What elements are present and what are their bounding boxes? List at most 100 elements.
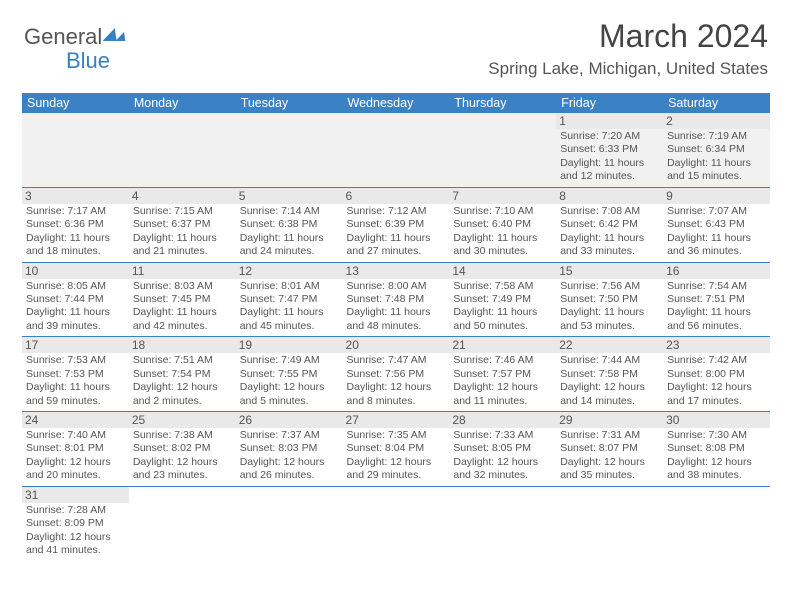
sunrise-text: Sunrise: 7:10 AM [453, 205, 552, 218]
day-number: 23 [663, 337, 770, 353]
daylight-text-2: and 41 minutes. [26, 544, 125, 557]
dayname-sun: Sunday [22, 93, 129, 113]
day-details: Sunrise: 7:49 AMSunset: 7:55 PMDaylight:… [240, 354, 339, 408]
daylight-text-1: Daylight: 11 hours [347, 232, 446, 245]
daylight-text-1: Daylight: 12 hours [26, 456, 125, 469]
day-number: 14 [449, 263, 556, 279]
empty-cell [22, 113, 129, 187]
day-details: Sunrise: 7:58 AMSunset: 7:49 PMDaylight:… [453, 280, 552, 334]
day-details: Sunrise: 7:17 AMSunset: 6:36 PMDaylight:… [26, 205, 125, 259]
day-details: Sunrise: 7:47 AMSunset: 7:56 PMDaylight:… [347, 354, 446, 408]
day-number: 15 [556, 263, 663, 279]
daylight-text-1: Daylight: 12 hours [560, 381, 659, 394]
sunset-text: Sunset: 8:08 PM [667, 442, 766, 455]
day-number: 2 [663, 113, 770, 129]
empty-cell [129, 113, 236, 187]
sunset-text: Sunset: 7:56 PM [347, 368, 446, 381]
day-cell: 17Sunrise: 7:53 AMSunset: 7:53 PMDayligh… [22, 337, 129, 412]
empty-cell [556, 486, 663, 560]
sunrise-text: Sunrise: 8:05 AM [26, 280, 125, 293]
sunset-text: Sunset: 6:40 PM [453, 218, 552, 231]
sunrise-text: Sunrise: 7:33 AM [453, 429, 552, 442]
daylight-text-2: and 42 minutes. [133, 320, 232, 333]
dayname-tue: Tuesday [236, 93, 343, 113]
sunrise-text: Sunrise: 7:15 AM [133, 205, 232, 218]
daylight-text-2: and 5 minutes. [240, 395, 339, 408]
daylight-text-2: and 26 minutes. [240, 469, 339, 482]
sunrise-text: Sunrise: 7:20 AM [560, 130, 659, 143]
week-row: 24Sunrise: 7:40 AMSunset: 8:01 PMDayligh… [22, 412, 770, 487]
day-cell: 19Sunrise: 7:49 AMSunset: 7:55 PMDayligh… [236, 337, 343, 412]
day-number: 18 [129, 337, 236, 353]
empty-cell [129, 486, 236, 560]
day-details: Sunrise: 7:12 AMSunset: 6:39 PMDaylight:… [347, 205, 446, 259]
sunrise-text: Sunrise: 7:08 AM [560, 205, 659, 218]
day-cell: 3Sunrise: 7:17 AMSunset: 6:36 PMDaylight… [22, 187, 129, 262]
sunset-text: Sunset: 7:50 PM [560, 293, 659, 306]
daylight-text-1: Daylight: 11 hours [667, 232, 766, 245]
day-number: 28 [449, 412, 556, 428]
week-row: 10Sunrise: 8:05 AMSunset: 7:44 PM Dayligh… [22, 262, 770, 337]
daylight-text-1: Daylight: 11 hours [347, 306, 446, 319]
daylight-text-1: Daylight: 11 hours [453, 306, 552, 319]
empty-cell [663, 486, 770, 560]
empty-cell [343, 486, 450, 560]
day-cell: 13Sunrise: 8:00 AMSunset: 7:48 PMDayligh… [343, 262, 450, 337]
day-details: Sunrise: 7:08 AMSunset: 6:42 PMDaylight:… [560, 205, 659, 259]
daylight-text-1: Daylight: 12 hours [453, 456, 552, 469]
day-details: Sunrise: 7:07 AMSunset: 6:43 PMDaylight:… [667, 205, 766, 259]
sunset-text: Sunset: 8:09 PM [26, 517, 125, 530]
week-row: 3Sunrise: 7:17 AMSunset: 6:36 PMDaylight… [22, 187, 770, 262]
day-cell: 1Sunrise: 7:20 AMSunset: 6:33 PMDaylight… [556, 113, 663, 187]
sunrise-text: Sunrise: 7:17 AM [26, 205, 125, 218]
sunset-text: Sunset: 6:33 PM [560, 143, 659, 156]
daylight-text-1: Daylight: 11 hours [453, 232, 552, 245]
day-details: Sunrise: 7:46 AMSunset: 7:57 PMDaylight:… [453, 354, 552, 408]
sunset-text: Sunset: 8:04 PM [347, 442, 446, 455]
daylight-text-2: and 50 minutes. [453, 320, 552, 333]
daylight-text-1: Daylight: 11 hours [560, 157, 659, 170]
day-details: Sunrise: 7:53 AMSunset: 7:53 PMDaylight:… [26, 354, 125, 408]
sunset-text: Sunset: 6:36 PM [26, 218, 125, 231]
daylight-text-1: Daylight: 12 hours [133, 381, 232, 394]
day-number: 10 [22, 263, 129, 279]
daylight-text-2: and 56 minutes. [667, 320, 766, 333]
day-number: 26 [236, 412, 343, 428]
sunset-text: Sunset: 6:37 PM [133, 218, 232, 231]
location-subtitle: Spring Lake, Michigan, United States [488, 59, 768, 79]
daylight-text-2: and 32 minutes. [453, 469, 552, 482]
daylight-text-2: and 23 minutes. [133, 469, 232, 482]
day-cell: 21Sunrise: 7:46 AMSunset: 7:57 PMDayligh… [449, 337, 556, 412]
empty-cell [449, 486, 556, 560]
daylight-text-1: Daylight: 11 hours [560, 232, 659, 245]
empty-cell [449, 113, 556, 187]
empty-cell [236, 113, 343, 187]
calendar-table: Sunday Monday Tuesday Wednesday Thursday… [22, 93, 770, 561]
sunset-text: Sunset: 7:51 PM [667, 293, 766, 306]
sunrise-text: Sunrise: 7:56 AM [560, 280, 659, 293]
day-cell: 4Sunrise: 7:15 AMSunset: 6:37 PMDaylight… [129, 187, 236, 262]
month-title: March 2024 [488, 18, 768, 55]
sunrise-text: Sunrise: 7:14 AM [240, 205, 339, 218]
dayname-mon: Monday [129, 93, 236, 113]
day-number: 21 [449, 337, 556, 353]
sunset-text: Sunset: 6:38 PM [240, 218, 339, 231]
day-cell: 5Sunrise: 7:14 AMSunset: 6:38 PMDaylight… [236, 187, 343, 262]
daylight-text-1: Daylight: 12 hours [133, 456, 232, 469]
day-cell: 6Sunrise: 7:12 AMSunset: 6:39 PMDaylight… [343, 187, 450, 262]
empty-cell [236, 486, 343, 560]
sunset-text: Sunset: 7:44 PM [26, 293, 125, 306]
sunset-text: Sunset: 7:45 PM [133, 293, 232, 306]
sunset-text: Sunset: 8:02 PM [133, 442, 232, 455]
day-number: 20 [343, 337, 450, 353]
day-details: Sunrise: 7:10 AMSunset: 6:40 PMDaylight:… [453, 205, 552, 259]
sunset-text: Sunset: 8:00 PM [667, 368, 766, 381]
sunset-text: Sunset: 6:34 PM [667, 143, 766, 156]
empty-cell [343, 113, 450, 187]
daylight-text-1: Daylight: 12 hours [347, 456, 446, 469]
daylight-text-2: and 30 minutes. [453, 245, 552, 258]
sunrise-text: Sunrise: 7:53 AM [26, 354, 125, 367]
day-cell: 8Sunrise: 7:08 AMSunset: 6:42 PMDaylight… [556, 187, 663, 262]
daylight-text-2: and 11 minutes. [453, 395, 552, 408]
sunrise-text: Sunrise: 7:40 AM [26, 429, 125, 442]
